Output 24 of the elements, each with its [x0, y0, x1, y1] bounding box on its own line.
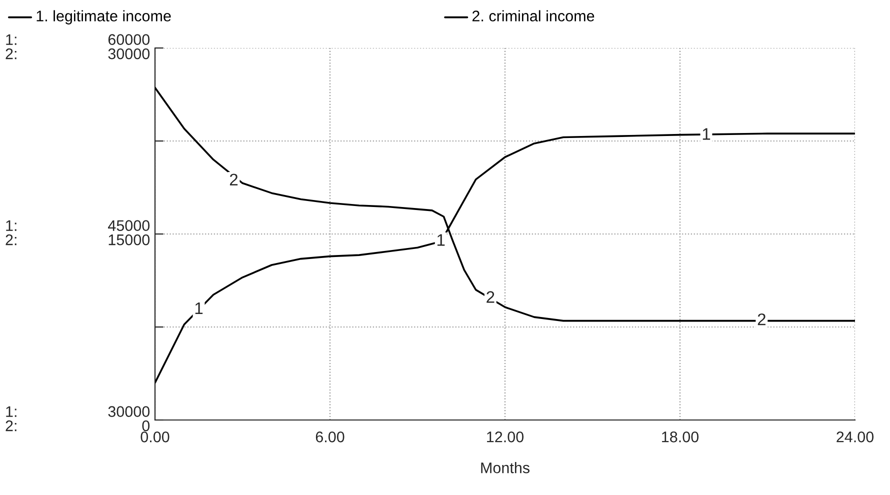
y2-tick-label: 15000	[108, 234, 150, 246]
x-tick-label: 12.00	[487, 432, 524, 442]
text: 1:	[6, 220, 16, 231]
y-tick-label: 60000	[108, 34, 150, 45]
annotation: 2	[486, 291, 494, 303]
x-tick-label: 24.00	[836, 432, 874, 442]
legend-label: 2. criminal income	[472, 10, 594, 22]
y-tick-label: 45000	[108, 220, 150, 231]
y-tick-label: 30000	[108, 406, 150, 417]
text: 1:	[6, 34, 16, 45]
x-tick-label: 18.00	[662, 432, 699, 442]
text: 1:	[6, 406, 16, 417]
text: 2:	[6, 234, 16, 246]
legend-label: 1. legitimate income	[36, 10, 171, 24]
x-tick-label: 0.00	[140, 432, 170, 442]
annotation: 2	[758, 313, 766, 326]
text: 2:	[6, 420, 16, 432]
annotation: 1	[702, 128, 710, 140]
text: 2:	[6, 48, 16, 60]
x-tick-label: 6.00	[316, 432, 344, 442]
annotation: 1	[195, 302, 203, 314]
y2-tick-label: 0	[142, 420, 150, 432]
annotation: 2	[230, 174, 238, 186]
x-axis-title: Months	[481, 462, 530, 474]
